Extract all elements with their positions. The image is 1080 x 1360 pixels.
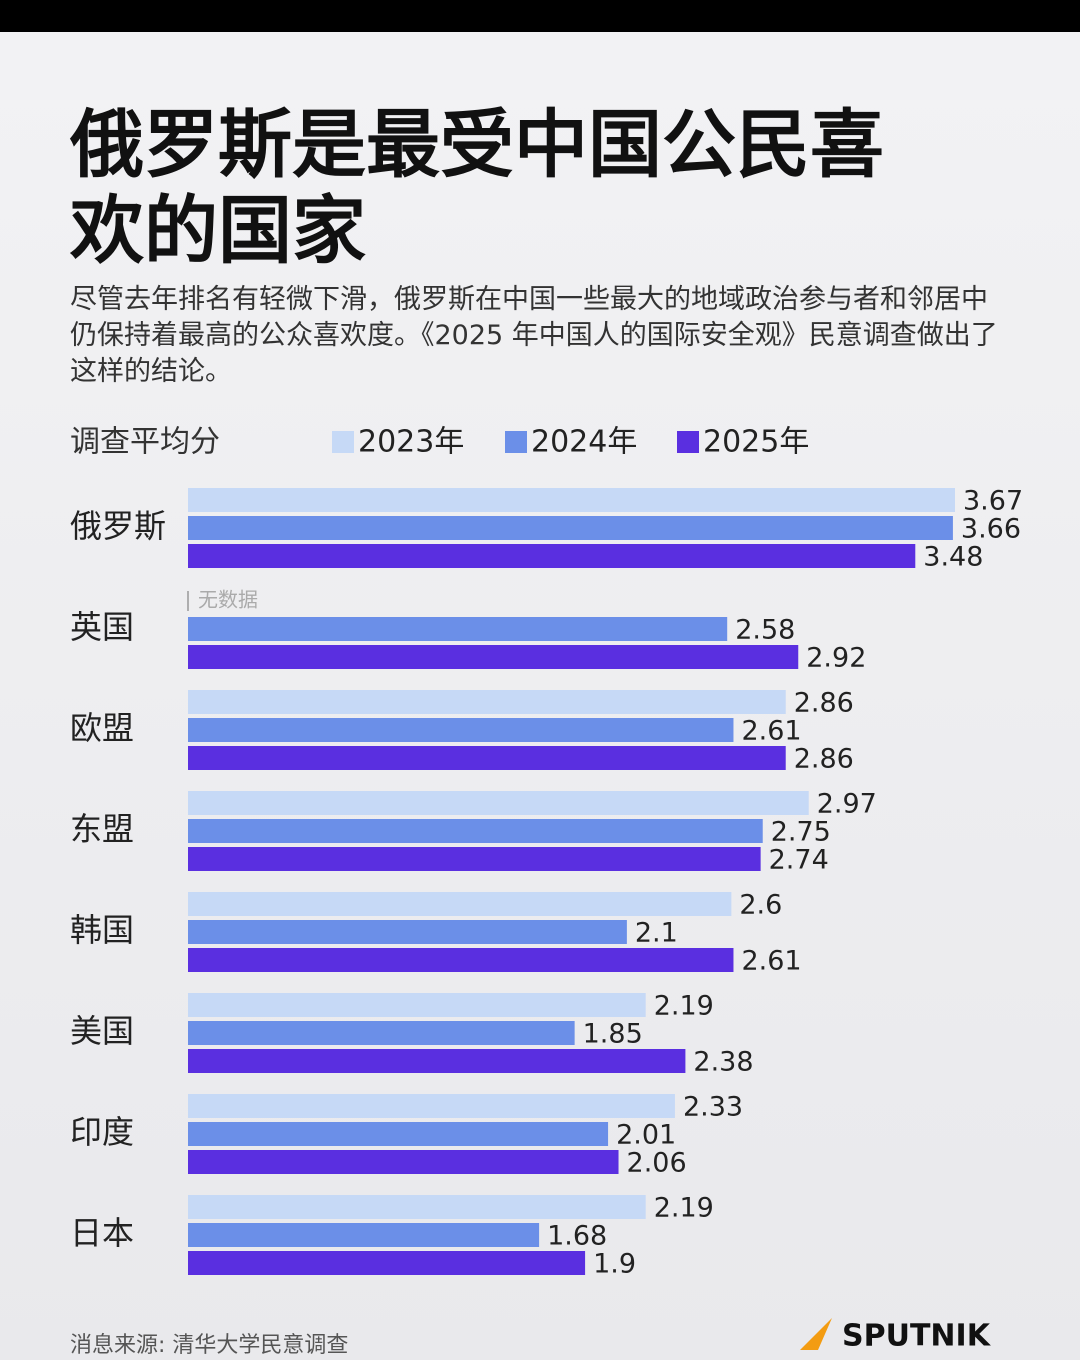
bar <box>188 645 799 669</box>
bar <box>188 1251 586 1275</box>
bar <box>188 746 786 770</box>
category-label: 欧盟 <box>70 709 134 747</box>
bar <box>188 791 809 815</box>
bar <box>188 1049 686 1073</box>
value-label: 2.19 <box>654 991 714 1022</box>
category-label: 印度 <box>70 1113 134 1151</box>
value-label: 2.61 <box>741 716 801 747</box>
value-label: 2.38 <box>693 1047 753 1078</box>
chart-title: 俄罗斯是最受中国公民喜欢的国家 <box>70 102 884 274</box>
value-label: 2.97 <box>817 789 877 820</box>
bar <box>188 892 732 916</box>
value-label: 2.74 <box>769 845 829 876</box>
value-label: 2.86 <box>794 744 854 775</box>
legend-swatch <box>505 431 527 453</box>
category-label: 韩国 <box>70 911 134 949</box>
value-label: 2.58 <box>735 615 795 646</box>
value-label: 2.6 <box>739 890 782 921</box>
bar <box>188 1195 646 1219</box>
logo-icon <box>800 1318 832 1350</box>
bar <box>188 544 916 568</box>
category-label: 日本 <box>70 1214 134 1252</box>
bar <box>188 1150 619 1174</box>
source: 消息来源: 清华大学民意调查 <box>70 1333 348 1358</box>
bar <box>188 516 953 540</box>
bar <box>188 617 728 641</box>
bar <box>188 488 955 512</box>
value-label: 2.61 <box>741 946 801 977</box>
value-label: 3.66 <box>961 514 1021 545</box>
bar <box>188 948 734 972</box>
category-label: 俄罗斯 <box>70 507 166 545</box>
bar <box>188 1122 609 1146</box>
logo: SPUTNIK <box>842 1319 992 1354</box>
value-label: 3.67 <box>963 486 1023 517</box>
value-label: 2.33 <box>683 1092 743 1123</box>
category-label: 美国 <box>70 1012 134 1050</box>
top-bar <box>0 0 1080 32</box>
value-label: 2.01 <box>616 1120 676 1151</box>
bar <box>188 690 786 714</box>
bar <box>188 1223 540 1247</box>
bar <box>188 847 761 871</box>
bar <box>188 920 627 944</box>
axis-label: 调查平均分 <box>70 425 220 460</box>
legend-label: 2023年 <box>358 425 464 460</box>
value-label: 1.9 <box>593 1249 636 1280</box>
value-label: 1.85 <box>583 1019 643 1050</box>
value-label: 2.19 <box>654 1193 714 1224</box>
bar <box>188 1094 675 1118</box>
value-label: 2.06 <box>627 1148 687 1179</box>
category-label: 东盟 <box>70 810 134 848</box>
value-label: 1.68 <box>547 1221 607 1252</box>
bar <box>188 993 646 1017</box>
value-label: 2.86 <box>794 688 854 719</box>
value-label: 3.48 <box>923 542 983 573</box>
chart-subtitle: 尽管去年排名有轻微下滑，俄罗斯在中国一些最大的地域政治参与者和邻居中仍保持着最高… <box>70 284 998 387</box>
legend-swatch <box>332 431 354 453</box>
value-label: 2.75 <box>771 817 831 848</box>
legend-label: 2024年 <box>531 425 637 460</box>
bar <box>188 718 734 742</box>
bar <box>188 819 763 843</box>
value-label: 2.92 <box>806 643 866 674</box>
category-label: 英国 <box>70 608 134 646</box>
legend-label: 2025年 <box>703 425 809 460</box>
legend-swatch <box>677 431 699 453</box>
value-label: 2.1 <box>635 918 678 949</box>
annotation: 无数据 <box>198 588 258 612</box>
bar <box>188 1021 575 1045</box>
